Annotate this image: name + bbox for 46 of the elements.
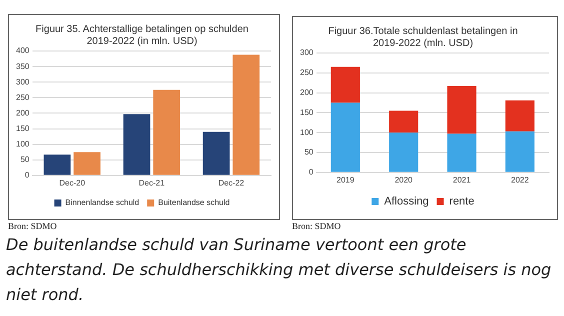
x-tick-label: 2021 xyxy=(452,175,472,184)
y-tick-label: 100 xyxy=(16,140,30,149)
y-tick-label: 150 xyxy=(300,108,314,117)
y-tick-label: 300 xyxy=(16,77,30,86)
bar xyxy=(153,90,180,175)
y-tick-label: 0 xyxy=(24,170,30,180)
y-tick-label: 50 xyxy=(304,148,314,157)
y-tick-label: 250 xyxy=(300,68,314,78)
bar xyxy=(389,132,418,172)
bar xyxy=(447,86,476,134)
bar xyxy=(74,152,100,175)
y-tick-label: 0 xyxy=(308,168,314,177)
legend-label: rente xyxy=(449,196,474,208)
x-tick-label: 2022 xyxy=(511,175,530,184)
x-tick-label: Dec-21 xyxy=(138,178,166,188)
x-tick-label: Dec-20 xyxy=(59,178,86,188)
legend-label: Aflossing xyxy=(384,196,429,208)
x-tick-label: 2019 xyxy=(336,175,355,184)
bar xyxy=(330,102,360,172)
text: Bron: SDMO xyxy=(292,221,341,231)
y-tick-label: 400 xyxy=(16,46,30,56)
y-tick-label: 350 xyxy=(16,62,30,71)
y-tick-label: 50 xyxy=(20,155,30,164)
y-tick-label: 100 xyxy=(300,128,314,137)
bar xyxy=(389,110,418,133)
bar xyxy=(44,154,71,175)
y-tick-label: 250 xyxy=(16,92,30,102)
y-tick-label: 150 xyxy=(16,124,30,133)
legend-label: Buitenlandse schuld xyxy=(158,198,230,208)
bar xyxy=(330,66,360,103)
bar xyxy=(505,100,534,132)
chart-title: Figuur 35. Achterstallige betalingen op schulden 2019-2022 (in mln. USD) xyxy=(36,24,248,47)
bar xyxy=(123,114,150,175)
x-tick-label: Dec-22 xyxy=(218,178,245,188)
bar xyxy=(202,132,230,175)
y-tick-label: 200 xyxy=(16,108,30,118)
y-tick-label: 200 xyxy=(300,88,314,98)
y-tick-label: 300 xyxy=(300,48,314,58)
x-tick-label: 2020 xyxy=(394,175,414,184)
text: De buitenlandse schuld van Suriname vertoont een grote achterstand. De schuldherschikking met diverse schuldeisers is nog niet rond. xyxy=(6,234,552,306)
bar xyxy=(505,131,534,172)
legend-label: Binnenlandse schuld xyxy=(65,198,140,208)
bar xyxy=(447,134,476,172)
text: Bron: SDMO xyxy=(8,221,57,231)
bar xyxy=(232,54,260,175)
chart-title: Figuur 36.Totale schuldenlast betalingen in 2019-2022 (mln. USD) xyxy=(328,26,518,49)
